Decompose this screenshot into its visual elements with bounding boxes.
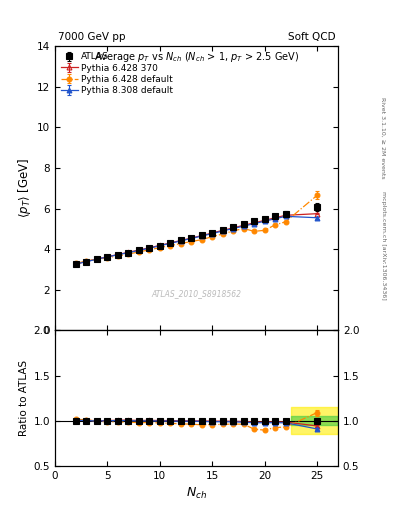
Y-axis label: $\langle p_T \rangle$ [GeV]: $\langle p_T \rangle$ [GeV] (16, 158, 33, 219)
Legend: ATLAS, Pythia 6.428 370, Pythia 6.428 default, Pythia 8.308 default: ATLAS, Pythia 6.428 370, Pythia 6.428 de… (59, 51, 175, 97)
Text: mcplots.cern.ch [arXiv:1306.3436]: mcplots.cern.ch [arXiv:1306.3436] (381, 191, 386, 300)
X-axis label: $N_{ch}$: $N_{ch}$ (186, 486, 207, 501)
Y-axis label: Ratio to ATLAS: Ratio to ATLAS (19, 360, 29, 436)
Text: 7000 GeV pp: 7000 GeV pp (58, 32, 125, 42)
Text: Rivet 3.1.10, ≥ 2M events: Rivet 3.1.10, ≥ 2M events (381, 97, 386, 179)
Text: ATLAS_2010_S8918562: ATLAS_2010_S8918562 (151, 289, 242, 298)
Text: Soft QCD: Soft QCD (288, 32, 335, 42)
Text: Average $p_T$ vs $N_{ch}$ ($N_{ch}$ > 1, $p_T$ > 2.5 GeV): Average $p_T$ vs $N_{ch}$ ($N_{ch}$ > 1,… (94, 50, 299, 65)
